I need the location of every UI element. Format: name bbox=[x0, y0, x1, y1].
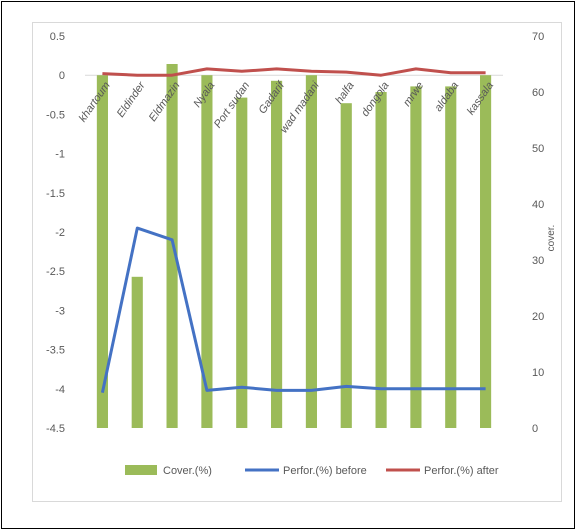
category-label: halfa bbox=[333, 80, 357, 106]
legend-label: Perfor.(%) before bbox=[283, 465, 367, 477]
left-tick-label: -0.5 bbox=[46, 109, 65, 121]
cover-bar bbox=[96, 75, 108, 428]
left-axis: 0.5 0 -0.5 -1 -1.5 -2 -2.5 -3 -3.5 -4 -4.5 bbox=[46, 31, 65, 435]
cover-bar bbox=[340, 103, 352, 428]
cover-bar bbox=[445, 86, 457, 429]
legend-label: Cover.(%) bbox=[163, 465, 212, 477]
performance-lines bbox=[100, 67, 486, 394]
left-tick-label: 0.5 bbox=[50, 31, 65, 43]
left-tick-label: -3 bbox=[55, 305, 65, 317]
cover-bar bbox=[131, 276, 143, 428]
combo-chart: 0.5 0 -0.5 -1 -1.5 -2 -2.5 -3 -3.5 -4 -4.5 70 60 50 4… bbox=[46, 31, 557, 477]
right-tick-label: 20 bbox=[532, 311, 544, 323]
left-tick-label: -3.5 bbox=[46, 345, 65, 357]
category-label: dongola bbox=[359, 80, 391, 119]
right-tick-label: 70 bbox=[532, 31, 544, 43]
chart-area: 0.5 0 -0.5 -1 -1.5 -2 -2.5 -3 -3.5 -4 -4.5 70 60 50 4… bbox=[32, 22, 562, 502]
cover-bar bbox=[201, 75, 213, 428]
right-tick-label: 60 bbox=[532, 87, 544, 99]
cover-bar bbox=[271, 80, 283, 429]
cover-bar bbox=[375, 92, 387, 428]
legend: Cover.(%) Perfor.(%) before Perfor.(%) aft… bbox=[125, 465, 499, 477]
left-tick-label: -4 bbox=[55, 384, 65, 396]
cover-bar bbox=[410, 86, 422, 429]
perfor-after-line bbox=[102, 67, 486, 77]
legend-label: Perfor.(%) after bbox=[424, 465, 499, 477]
right-tick-label: 40 bbox=[532, 199, 544, 211]
left-tick-label: -1.5 bbox=[46, 188, 65, 200]
right-axis: 70 60 50 40 30 20 10 0 bbox=[532, 31, 544, 435]
left-tick-label: -2 bbox=[55, 227, 65, 239]
left-tick-label: -2.5 bbox=[46, 266, 65, 278]
right-tick-label: 30 bbox=[532, 255, 544, 267]
left-tick-label: 0 bbox=[59, 70, 65, 82]
cover-bar bbox=[236, 97, 248, 428]
cover-bar bbox=[480, 75, 492, 428]
category-label: mrwe bbox=[401, 80, 426, 109]
right-tick-label: 50 bbox=[532, 143, 544, 155]
left-tick-label: -1 bbox=[55, 149, 65, 161]
perfor-before-line bbox=[100, 226, 486, 394]
cover-bar bbox=[305, 75, 317, 428]
right-tick-label: 10 bbox=[532, 367, 544, 379]
left-tick-label: -4.5 bbox=[46, 423, 65, 435]
legend-swatch-cover bbox=[125, 465, 157, 475]
category-label: Eldinder bbox=[115, 79, 149, 120]
right-tick-label: 0 bbox=[532, 423, 538, 435]
right-axis-label: cover. bbox=[546, 225, 557, 252]
